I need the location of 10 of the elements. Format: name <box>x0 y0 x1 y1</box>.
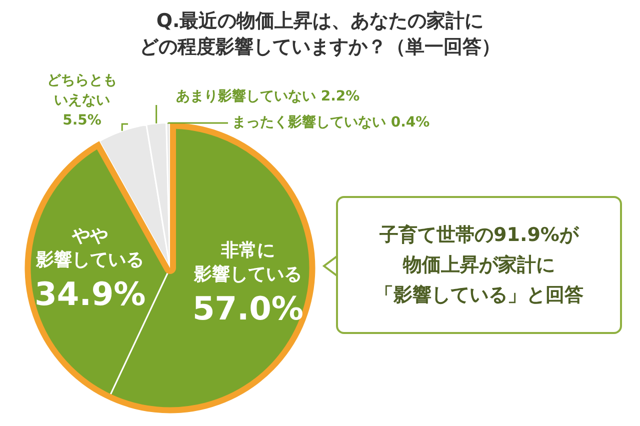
data-label: 5.5% <box>62 112 102 129</box>
data-label: 34.9% <box>34 275 146 314</box>
slice-label: まったく影響していない 0.4% <box>232 114 430 131</box>
slice-label: やや影響している <box>35 225 144 270</box>
slice-label: 非常に影響している <box>192 240 302 286</box>
chart-title: Q.最近の物価上昇は、あなたの家計にどの程度影響していますか？（単一回答） <box>138 9 502 60</box>
slice-label: どちらともいえない <box>47 72 117 109</box>
data-label: 57.0% <box>192 290 304 328</box>
text: 子育て世帯の91.9%が物価上昇が家計に「影響している」と回答 <box>336 196 622 334</box>
slice-label: あまり影響していない 2.2% <box>176 88 360 105</box>
